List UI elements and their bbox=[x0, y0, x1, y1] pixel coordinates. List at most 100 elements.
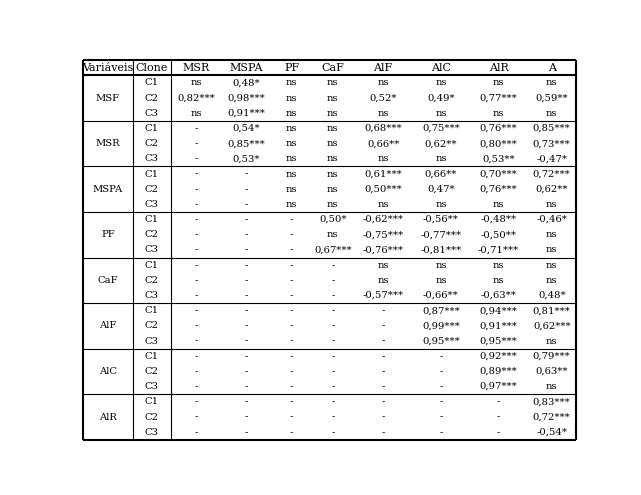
Text: ns: ns bbox=[327, 94, 338, 102]
Text: 0,62**: 0,62** bbox=[535, 185, 568, 194]
Text: ns: ns bbox=[546, 261, 558, 270]
Text: -: - bbox=[381, 428, 385, 437]
Text: ns: ns bbox=[546, 109, 558, 118]
Text: -: - bbox=[290, 428, 294, 437]
Text: 0,95***: 0,95*** bbox=[479, 337, 517, 346]
Text: AlC: AlC bbox=[99, 367, 117, 376]
Text: 0,85***: 0,85*** bbox=[228, 139, 265, 148]
Text: ns: ns bbox=[378, 261, 389, 270]
Text: MSF: MSF bbox=[96, 94, 120, 102]
Text: 0,77***: 0,77*** bbox=[479, 94, 517, 102]
Text: -: - bbox=[331, 261, 335, 270]
Text: -0,47*: -0,47* bbox=[537, 154, 567, 163]
Text: ns: ns bbox=[546, 78, 558, 88]
Text: C3: C3 bbox=[145, 246, 159, 254]
Text: -: - bbox=[245, 185, 248, 194]
Text: ns: ns bbox=[435, 276, 447, 285]
Text: -: - bbox=[439, 367, 442, 376]
Text: 0,94***: 0,94*** bbox=[479, 306, 517, 315]
Text: -: - bbox=[245, 428, 248, 437]
Text: -: - bbox=[290, 412, 294, 422]
Text: -: - bbox=[245, 246, 248, 254]
Text: -: - bbox=[439, 412, 442, 422]
Text: -: - bbox=[439, 428, 442, 437]
Text: Variáveis: Variáveis bbox=[82, 63, 133, 73]
Text: -0,50**: -0,50** bbox=[481, 230, 517, 239]
Text: -: - bbox=[381, 352, 385, 361]
Text: -: - bbox=[245, 352, 248, 361]
Text: -: - bbox=[194, 306, 197, 315]
Text: 0,53**: 0,53** bbox=[482, 154, 515, 163]
Text: C1: C1 bbox=[145, 397, 159, 406]
Text: -: - bbox=[290, 261, 294, 270]
Text: -: - bbox=[194, 321, 197, 330]
Text: -: - bbox=[497, 428, 501, 437]
Text: -: - bbox=[194, 261, 197, 270]
Text: 0,50*: 0,50* bbox=[319, 215, 347, 224]
Text: -: - bbox=[290, 337, 294, 346]
Text: 0,48*: 0,48* bbox=[538, 291, 565, 300]
Text: ns: ns bbox=[546, 276, 558, 285]
Text: -: - bbox=[194, 185, 197, 194]
Text: C1: C1 bbox=[145, 261, 159, 270]
Text: -: - bbox=[290, 291, 294, 300]
Text: ns: ns bbox=[286, 200, 297, 209]
Text: ns: ns bbox=[493, 276, 504, 285]
Text: -: - bbox=[331, 367, 335, 376]
Text: ns: ns bbox=[190, 78, 202, 88]
Text: C2: C2 bbox=[145, 94, 159, 102]
Text: CaF: CaF bbox=[321, 63, 344, 73]
Text: ns: ns bbox=[327, 230, 338, 239]
Text: -: - bbox=[290, 367, 294, 376]
Text: -: - bbox=[245, 382, 248, 391]
Text: 0,82***: 0,82*** bbox=[177, 94, 215, 102]
Text: -: - bbox=[290, 276, 294, 285]
Text: -: - bbox=[194, 215, 197, 224]
Text: 0,61***: 0,61*** bbox=[364, 170, 402, 179]
Text: -: - bbox=[290, 397, 294, 406]
Text: 0,75***: 0,75*** bbox=[422, 124, 460, 133]
Text: ns: ns bbox=[327, 170, 338, 179]
Text: C3: C3 bbox=[145, 200, 159, 209]
Text: ns: ns bbox=[327, 200, 338, 209]
Text: 0,76***: 0,76*** bbox=[480, 185, 517, 194]
Text: -: - bbox=[194, 154, 197, 163]
Text: -: - bbox=[245, 215, 248, 224]
Text: ns: ns bbox=[493, 200, 504, 209]
Text: C1: C1 bbox=[145, 306, 159, 315]
Text: C3: C3 bbox=[145, 109, 159, 118]
Text: 0,81***: 0,81*** bbox=[533, 306, 570, 315]
Text: -: - bbox=[497, 397, 501, 406]
Text: -: - bbox=[439, 382, 442, 391]
Text: AlR: AlR bbox=[489, 63, 508, 73]
Text: -: - bbox=[331, 428, 335, 437]
Text: 0,62**: 0,62** bbox=[424, 139, 457, 148]
Text: -: - bbox=[290, 321, 294, 330]
Text: ns: ns bbox=[286, 185, 297, 194]
Text: PF: PF bbox=[101, 230, 115, 239]
Text: 0,91***: 0,91*** bbox=[479, 321, 517, 330]
Text: 0,63**: 0,63** bbox=[535, 367, 568, 376]
Text: 0,73***: 0,73*** bbox=[533, 139, 570, 148]
Text: MSPA: MSPA bbox=[93, 185, 123, 194]
Text: -: - bbox=[290, 230, 294, 239]
Text: -: - bbox=[331, 337, 335, 346]
Text: 0,68***: 0,68*** bbox=[364, 124, 402, 133]
Text: 0,48*: 0,48* bbox=[233, 78, 260, 88]
Text: ns: ns bbox=[378, 200, 389, 209]
Text: 0,49*: 0,49* bbox=[427, 94, 454, 102]
Text: -0,48**: -0,48** bbox=[481, 215, 517, 224]
Text: -: - bbox=[331, 321, 335, 330]
Text: C2: C2 bbox=[145, 412, 159, 422]
Text: -0,76***: -0,76*** bbox=[363, 246, 404, 254]
Text: 0,79***: 0,79*** bbox=[533, 352, 570, 361]
Text: -0,56**: -0,56** bbox=[423, 215, 459, 224]
Text: -0,63**: -0,63** bbox=[481, 291, 517, 300]
Text: A: A bbox=[547, 63, 556, 73]
Text: -: - bbox=[194, 124, 197, 133]
Text: AlF: AlF bbox=[374, 63, 393, 73]
Text: -: - bbox=[194, 291, 197, 300]
Text: Clone: Clone bbox=[136, 63, 168, 73]
Text: ns: ns bbox=[435, 200, 447, 209]
Text: -: - bbox=[194, 246, 197, 254]
